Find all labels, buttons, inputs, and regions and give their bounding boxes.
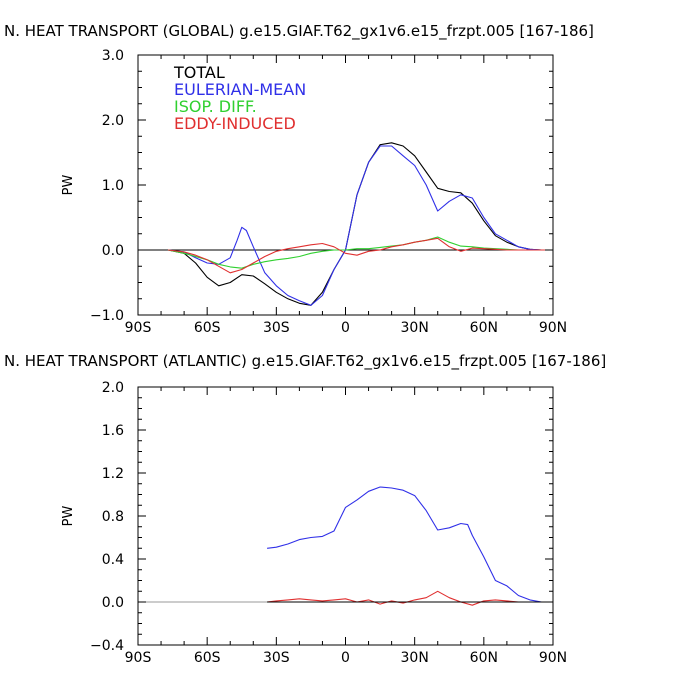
- y-tick-label: 2.0: [102, 380, 124, 396]
- x-tick-label: 60N: [470, 650, 498, 666]
- series-line-eddy-induced: [267, 590, 553, 606]
- y-tick-label: 0.0: [102, 595, 124, 611]
- x-tick-label: 90S: [125, 320, 152, 336]
- chart-title: N. HEAT TRANSPORT (ATLANTIC) g.e15.GIAF.…: [4, 352, 606, 371]
- y-tick-label: 0.4: [102, 552, 124, 568]
- legend-entry-total: TOTAL: [173, 63, 225, 82]
- y-tick-label: 3.0: [102, 48, 124, 64]
- y-tick-label: 1.6: [102, 423, 124, 439]
- y-tick-label: 1.0: [102, 178, 124, 194]
- series-line-eulerian-mean: [267, 486, 553, 603]
- plot-frame: [137, 386, 554, 646]
- x-tick-label: 60S: [194, 320, 221, 336]
- legend-entry-eddy-induced: EDDY-INDUCED: [174, 114, 296, 133]
- y-tick-label: 0.8: [102, 509, 124, 525]
- series-line-isop-diff: [167, 236, 553, 269]
- series-line-eulerian-mean: [167, 145, 553, 306]
- x-tick-label: 30N: [401, 650, 429, 666]
- x-tick-label: 90N: [539, 650, 567, 666]
- x-tick-label: 60N: [470, 320, 498, 336]
- x-tick-label: 90S: [125, 650, 152, 666]
- y-tick-label: 2.0: [102, 113, 124, 129]
- x-tick-label: 30S: [263, 650, 290, 666]
- legend-entry-eulerian-mean: EULERIAN-MEAN: [174, 80, 306, 99]
- y-tick-label: −1.0: [90, 308, 124, 324]
- series-line-eddy-induced: [167, 237, 553, 274]
- series-line-total: [167, 142, 553, 306]
- y-axis-label: PW: [61, 175, 76, 196]
- y-tick-label: 0.0: [102, 243, 124, 259]
- y-axis-label: PW: [61, 506, 76, 527]
- x-tick-label: 90N: [539, 320, 567, 336]
- x-tick-label: 30S: [263, 320, 290, 336]
- legend-entry-isop-diff: ISOP. DIFF.: [174, 97, 257, 116]
- x-tick-label: 60S: [194, 650, 221, 666]
- chart-title: N. HEAT TRANSPORT (GLOBAL) g.e15.GIAF.T6…: [4, 22, 594, 41]
- y-tick-label: 1.2: [102, 466, 124, 482]
- x-tick-label: 0: [341, 320, 350, 336]
- y-tick-label: −0.4: [90, 638, 124, 654]
- x-tick-label: 0: [341, 650, 350, 666]
- x-tick-label: 30N: [401, 320, 429, 336]
